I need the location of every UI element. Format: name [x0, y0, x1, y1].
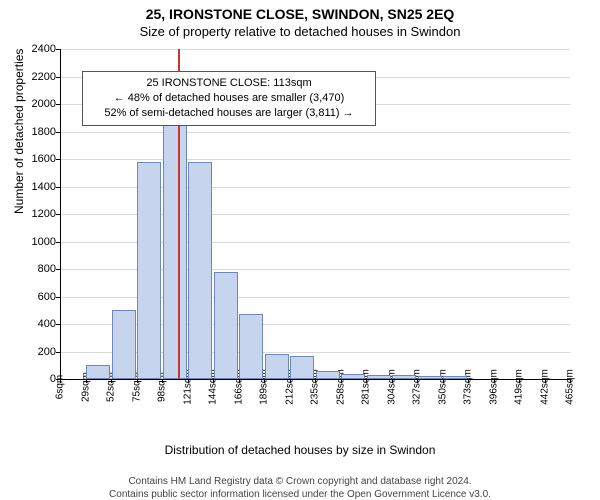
ytick-label: 400: [6, 318, 56, 330]
ytick-label: 800: [6, 263, 56, 275]
annotation-box: 25 IRONSTONE CLOSE: 113sqm ← 48% of deta…: [82, 71, 376, 126]
histogram-bar: [163, 112, 187, 379]
ytick-label: 1400: [6, 181, 56, 193]
footer-attribution: Contains HM Land Registry data © Crown c…: [0, 457, 600, 500]
ytick-label: 0: [6, 373, 56, 385]
annotation-line-2: ← 48% of detached houses are smaller (3,…: [89, 91, 369, 106]
histogram-bar: [137, 162, 161, 379]
histogram-bar: [188, 162, 212, 379]
histogram-bar: [86, 365, 110, 379]
histogram-bar: [290, 356, 314, 379]
ytick-label: 2200: [6, 71, 56, 83]
histogram-chart: Number of detached properties 0200400600…: [0, 39, 600, 439]
ytick-label: 200: [6, 346, 56, 358]
histogram-bar: [265, 354, 289, 379]
histogram-bar: [214, 272, 238, 379]
xtick-label: 442sqm: [539, 369, 550, 405]
y-axis-line: [60, 49, 61, 379]
annotation-line-3: 52% of semi-detached houses are larger (…: [89, 106, 369, 121]
x-axis-line: [60, 379, 570, 380]
ytick-label: 1000: [6, 236, 56, 248]
gridline: [60, 49, 570, 50]
page-subtitle: Size of property relative to detached ho…: [0, 22, 600, 39]
ytick-label: 2400: [6, 43, 56, 55]
footer-line-1: Contains HM Land Registry data © Crown c…: [0, 475, 600, 488]
page-title: 25, IRONSTONE CLOSE, SWINDON, SN25 2EQ: [0, 0, 600, 22]
histogram-bar: [239, 314, 263, 379]
xtick-label: 465sqm: [565, 369, 576, 405]
annotation-line-1: 25 IRONSTONE CLOSE: 113sqm: [89, 76, 369, 91]
ytick-label: 1200: [6, 208, 56, 220]
xtick-label: 419sqm: [514, 369, 525, 405]
xtick-label: 373sqm: [463, 369, 474, 405]
xtick-label: 396sqm: [488, 369, 499, 405]
footer-line-2: Contains public sector information licen…: [0, 488, 600, 500]
ytick-label: 2000: [6, 98, 56, 110]
gridline: [60, 132, 570, 133]
ytick-label: 1600: [6, 153, 56, 165]
ytick-label: 1800: [6, 126, 56, 138]
histogram-bar: [316, 371, 340, 379]
x-axis-label: Distribution of detached houses by size …: [0, 439, 600, 457]
ytick-label: 600: [6, 291, 56, 303]
gridline: [60, 159, 570, 160]
histogram-bar: [112, 310, 136, 379]
xtick-label: 350sqm: [437, 369, 448, 405]
